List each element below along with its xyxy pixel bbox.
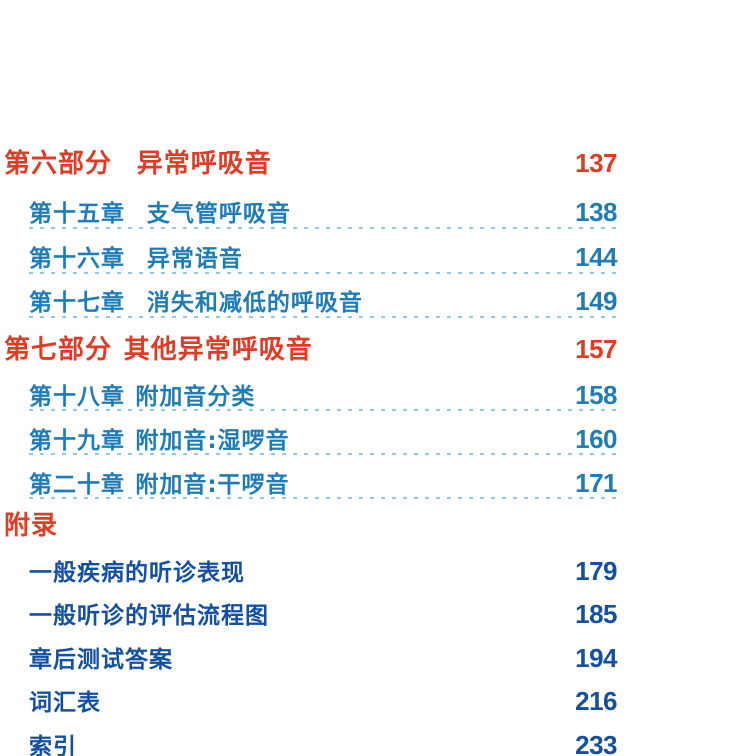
page-number: 144: [575, 242, 617, 272]
dashed-separator: [29, 497, 617, 499]
dashed-separator: [29, 227, 617, 229]
chapter16-name: 异常语音: [146, 246, 243, 272]
page-number: 216: [575, 686, 617, 716]
dashed-separator: [29, 409, 617, 411]
part7-title: 第七部分 其他异常呼吸音: [4, 337, 313, 363]
chapter15-title: 第十五章 支气管呼吸音: [29, 203, 291, 226]
toc-part6-row: 第六部分 异常呼吸音 137: [0, 150, 730, 177]
toc-chapter16-row: 第十六章 异常语音 144: [0, 244, 730, 271]
appendix-entry-title: 词汇表: [29, 690, 101, 716]
chapter15-name: 支气管呼吸音: [146, 201, 291, 227]
toc-appendix-row: 索引 233: [0, 732, 730, 756]
chapter17-name: 消失和减低的呼吸音: [146, 290, 363, 316]
page-number: 137: [575, 148, 617, 178]
page-number: 185: [575, 599, 617, 629]
dashed-separator: [29, 316, 617, 318]
dashed-separator: [29, 453, 617, 455]
chapter19-title: 第十九章 附加音:湿啰音: [29, 430, 290, 453]
chapter18-number: 第十八章: [29, 384, 125, 410]
toc-appendix-row: 章后测试答案 194: [0, 645, 730, 672]
chapter16-title: 第十六章 异常语音: [29, 248, 243, 271]
chapter17-number: 第十七章: [29, 290, 125, 316]
part7-name: 其他异常呼吸音: [123, 335, 313, 365]
part7-number: 第七部分: [4, 335, 113, 365]
page-number: 149: [575, 286, 617, 316]
chapter19-name: 附加音:湿啰音: [135, 428, 290, 454]
part6-name: 异常呼吸音: [136, 149, 272, 179]
chapter19-number: 第十九章: [29, 428, 125, 454]
toc-appendix-row: 一般疾病的听诊表现 179: [0, 558, 730, 585]
page-number: 179: [575, 556, 617, 586]
chapter17-title: 第十七章 消失和减低的呼吸音: [29, 292, 363, 315]
page-number: 233: [575, 730, 617, 756]
chapter18-name: 附加音分类: [135, 384, 256, 410]
page-number: 158: [575, 380, 617, 410]
toc-appendix-row: 一般听诊的评估流程图 185: [0, 601, 730, 628]
toc-chapter18-row: 第十八章 附加音分类 158: [0, 382, 730, 409]
page-number: 194: [575, 643, 617, 673]
dashed-separator: [29, 272, 617, 274]
toc-chapter15-row: 第十五章 支气管呼吸音 138: [0, 199, 730, 226]
chapter16-number: 第十六章: [29, 246, 125, 272]
toc-appendix-row: 词汇表 216: [0, 688, 730, 715]
appendix-entry-title: 一般疾病的听诊表现: [29, 560, 245, 586]
toc-chapter20-row: 第二十章 附加音:干啰音 171: [0, 470, 730, 497]
chapter20-name: 附加音:干啰音: [135, 472, 290, 498]
toc-chapter17-row: 第十七章 消失和减低的呼吸音 149: [0, 288, 730, 315]
chapter20-number: 第二十章: [29, 472, 125, 498]
page-number: 157: [575, 334, 617, 364]
chapter18-title: 第十八章 附加音分类: [29, 386, 255, 409]
part6-title: 第六部分 异常呼吸音: [4, 151, 272, 177]
appendix-entry-title: 索引: [29, 734, 77, 756]
chapter15-number: 第十五章: [29, 201, 125, 227]
toc-part7-row: 第七部分 其他异常呼吸音 157: [0, 336, 730, 363]
chapter20-title: 第二十章 附加音:干啰音: [29, 474, 290, 497]
page-number: 138: [575, 197, 617, 227]
page-number: 171: [575, 468, 617, 498]
part6-number: 第六部分: [4, 149, 113, 179]
toc-chapter19-row: 第十九章 附加音:湿啰音 160: [0, 426, 730, 453]
appendix-entry-title: 一般听诊的评估流程图: [29, 603, 269, 629]
toc-appendix-heading-row: 附录: [0, 513, 730, 539]
page-number: 160: [575, 424, 617, 454]
appendix-entry-title: 章后测试答案: [29, 647, 173, 673]
appendix-heading: 附录: [4, 511, 59, 541]
